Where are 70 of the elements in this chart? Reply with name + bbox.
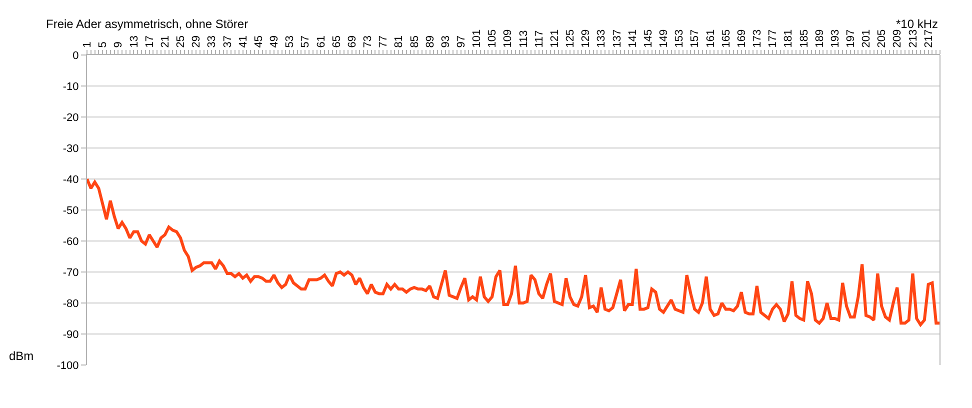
x-tick-label: 153: [674, 29, 686, 48]
x-tick-label: 97: [455, 36, 468, 48]
x-tick-label: 161: [704, 29, 717, 48]
x-tick-label: 145: [642, 29, 654, 48]
x-tick-label: 25: [175, 36, 188, 48]
x-tick-label: 89: [424, 36, 436, 48]
y-tick-label: -100: [56, 360, 79, 372]
x-tick-label: 57: [300, 36, 312, 48]
x-tick-label: 197: [844, 29, 857, 48]
x-tick-label: 149: [658, 29, 670, 48]
x-tick-label: 201: [860, 29, 873, 48]
x-tick-label: 113: [518, 30, 530, 48]
x-tick-label: 105: [486, 29, 499, 48]
x-tick-label: 93: [440, 36, 452, 48]
x-tick-label: 169: [736, 29, 748, 48]
x-tick-label: 129: [580, 29, 592, 48]
y-tick-label: -30: [62, 142, 79, 155]
y-axis-title: dBm: [9, 349, 34, 363]
x-tick-label: 61: [315, 36, 328, 48]
x-tick-label: 121: [548, 29, 561, 48]
x-tick-label: 141: [626, 29, 639, 48]
x-tick-label: 9: [112, 42, 125, 48]
x-axis-title: *10 kHz: [896, 17, 938, 31]
x-tick-label: 209: [892, 29, 904, 48]
y-tick-label: -20: [62, 112, 79, 124]
chart-title: Freie Ader asymmetrisch, ohne Störer: [46, 17, 248, 31]
x-tick-label: 29: [190, 36, 203, 48]
x-tick-label: 173: [752, 29, 764, 48]
y-tick-label: -10: [62, 80, 79, 93]
x-tick-label: 217: [922, 29, 935, 48]
x-tick-label: 185: [798, 29, 810, 48]
y-tick-label: -50: [62, 204, 79, 217]
x-tick-label: 37: [222, 36, 234, 48]
y-tick-label: -60: [62, 236, 79, 248]
x-tick-label: 165: [720, 29, 732, 48]
x-tick-label: 213: [907, 29, 920, 48]
x-tick-label: 73: [362, 36, 374, 48]
y-tick-label: -40: [62, 174, 79, 186]
x-tick-label: 81: [393, 36, 406, 48]
x-tick-label: 193: [829, 29, 842, 48]
x-tick-label: 133: [596, 29, 608, 48]
line-series: [87, 178, 940, 326]
x-tick-label: 41: [237, 36, 250, 48]
x-tick-label: 13: [128, 36, 140, 48]
x-tick-label: 1: [82, 42, 94, 48]
x-tick-label: 117: [533, 30, 546, 48]
x-tick-label: 157: [689, 29, 702, 48]
x-tick-label: 17: [144, 36, 156, 48]
x-tick-label: 205: [876, 29, 888, 48]
x-tick-label: 137: [611, 29, 624, 48]
x-tick-label: 109: [502, 29, 514, 48]
x-tick-label: 49: [268, 36, 281, 48]
x-tick-label: 101: [471, 29, 484, 48]
x-tick-label: 5: [97, 42, 110, 48]
x-tick-label: 189: [814, 29, 826, 48]
x-tick-label: 177: [767, 29, 780, 48]
x-tick-label: 125: [564, 29, 577, 48]
y-tick-label: 0: [72, 50, 79, 62]
y-tick-label: -70: [62, 266, 79, 279]
x-tick-label: 85: [408, 36, 421, 48]
x-tick-label: 77: [378, 36, 390, 48]
x-tick-label: 181: [782, 29, 795, 48]
y-tick-label: -90: [62, 328, 79, 341]
x-tick-label: 21: [159, 36, 172, 48]
x-tick-label: 65: [330, 36, 343, 48]
y-tick-label: -80: [62, 298, 79, 310]
x-tick-label: 53: [284, 36, 296, 48]
x-tick-label: 33: [206, 36, 218, 48]
x-tick-label: 69: [346, 36, 358, 48]
x-tick-label: 45: [252, 36, 265, 48]
